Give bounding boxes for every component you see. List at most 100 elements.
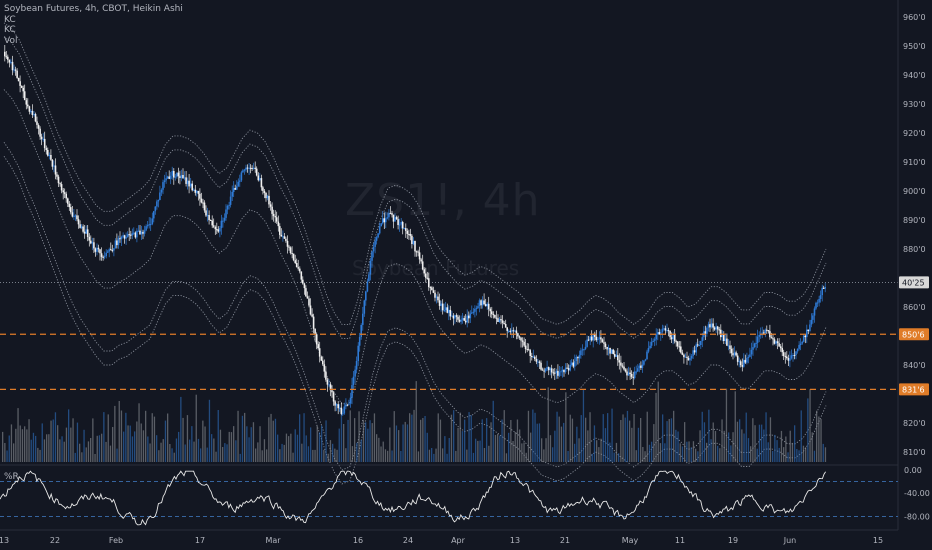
volume-bar — [131, 436, 134, 462]
time-axis[interactable]: 13 22 Feb 17 Mar 16 24 Apr 13 21 May 11 19 Jun 15 — [0, 529, 898, 545]
candle-body — [663, 328, 665, 330]
volume-bar — [336, 449, 338, 462]
candle-body — [8, 59, 11, 63]
volume-bar — [274, 418, 277, 462]
time-tick-label: 22 — [50, 536, 60, 545]
candle-body — [157, 200, 160, 202]
volume-bar — [173, 452, 175, 462]
volume-bar — [439, 419, 442, 462]
volume-bar — [763, 429, 765, 462]
volume-bar — [184, 444, 186, 462]
candle-body — [246, 167, 249, 169]
volume-bar — [490, 422, 492, 462]
volume-bar — [125, 412, 127, 462]
candle-body — [798, 345, 800, 349]
candle-body — [661, 328, 664, 333]
candle-body — [779, 346, 782, 349]
volume-bar — [21, 429, 24, 462]
candle-body — [143, 230, 146, 234]
volume-bar — [178, 431, 180, 462]
candle-body — [357, 345, 359, 361]
candle-body — [328, 384, 330, 386]
legend-title[interactable]: Soybean Futures, 4h, CBOT, Heikin Ashi — [4, 4, 183, 14]
candle-body — [122, 235, 124, 237]
volume-bar — [129, 425, 131, 462]
volume-bar — [393, 411, 395, 462]
volume-bar — [428, 449, 431, 462]
volume-bar — [424, 416, 426, 462]
candle-body — [59, 183, 61, 185]
volume-bar — [279, 449, 281, 462]
candle-body — [114, 240, 117, 249]
candle-body — [782, 352, 785, 356]
volume-bar — [697, 451, 699, 462]
volume-bar — [398, 430, 400, 462]
candle-body — [635, 371, 637, 373]
volume-bar — [296, 434, 299, 462]
candle-body — [220, 220, 223, 229]
volume-bar — [169, 444, 171, 462]
legend-vol[interactable]: Vol — [4, 35, 18, 46]
volume-bar — [756, 448, 758, 462]
candle-body — [584, 346, 587, 350]
candle-body — [764, 329, 767, 333]
candle-body — [689, 358, 691, 361]
volume-bar — [622, 414, 624, 462]
candle-body — [232, 188, 235, 192]
price-tick-label: 950'0 — [903, 42, 926, 51]
volume-bar — [543, 449, 545, 462]
candle-body — [715, 326, 717, 330]
volume-bar — [30, 439, 32, 462]
volume-bar — [794, 425, 796, 462]
candle-body — [149, 224, 152, 226]
volume-bar — [360, 439, 362, 462]
candle-body — [813, 308, 816, 316]
candle-body — [169, 175, 172, 179]
candle-body — [374, 240, 376, 247]
volume-bar — [94, 454, 96, 462]
candle-body — [727, 345, 730, 347]
volume-bar — [778, 447, 780, 462]
candle-body — [446, 307, 449, 313]
candle-body — [741, 365, 744, 367]
candle-body — [88, 236, 91, 241]
volume-bar — [635, 450, 637, 462]
volume-bar — [24, 426, 26, 462]
price-axis[interactable]: 960'0 950'0 940'0 930'0 920'0 910'0 900'0 890'0… — [897, 0, 926, 530]
candle-body — [412, 240, 415, 244]
volume-bar — [730, 445, 732, 462]
candle-body — [323, 364, 326, 372]
williams-r-pane[interactable]: 0.00 -40.00 -80.00 — [0, 464, 930, 526]
volume-bar — [769, 417, 772, 462]
candle-body — [45, 148, 48, 150]
volume-bar — [389, 427, 391, 462]
candle-body — [275, 217, 278, 222]
volume-bar — [35, 435, 37, 462]
legend-kc-2[interactable]: KC — [4, 25, 16, 35]
volume-bar — [54, 412, 57, 462]
legend-kc-1[interactable]: KC — [4, 14, 16, 25]
price-label-text: 831'6 — [902, 385, 925, 394]
candle-body — [698, 345, 700, 346]
candle-body — [511, 330, 513, 332]
volume-bar — [721, 419, 723, 462]
candle-body — [815, 302, 817, 309]
volume-bar — [98, 435, 101, 462]
candle-body — [182, 175, 184, 179]
volume-bar — [516, 419, 519, 462]
candle-body — [237, 181, 240, 187]
candle-body — [495, 317, 498, 319]
candle-body — [291, 253, 293, 254]
candle-body — [142, 231, 144, 234]
candle-body — [752, 347, 754, 350]
candle-body — [527, 349, 530, 351]
candle-body — [392, 214, 395, 222]
candle-body — [70, 207, 72, 213]
candle-body — [199, 193, 201, 199]
volume-bar — [780, 430, 783, 462]
williams-r-label[interactable]: %R — [4, 472, 19, 482]
volume-bar — [822, 443, 824, 462]
price-tick-label: 920'0 — [903, 129, 926, 138]
candle-body — [411, 235, 413, 244]
